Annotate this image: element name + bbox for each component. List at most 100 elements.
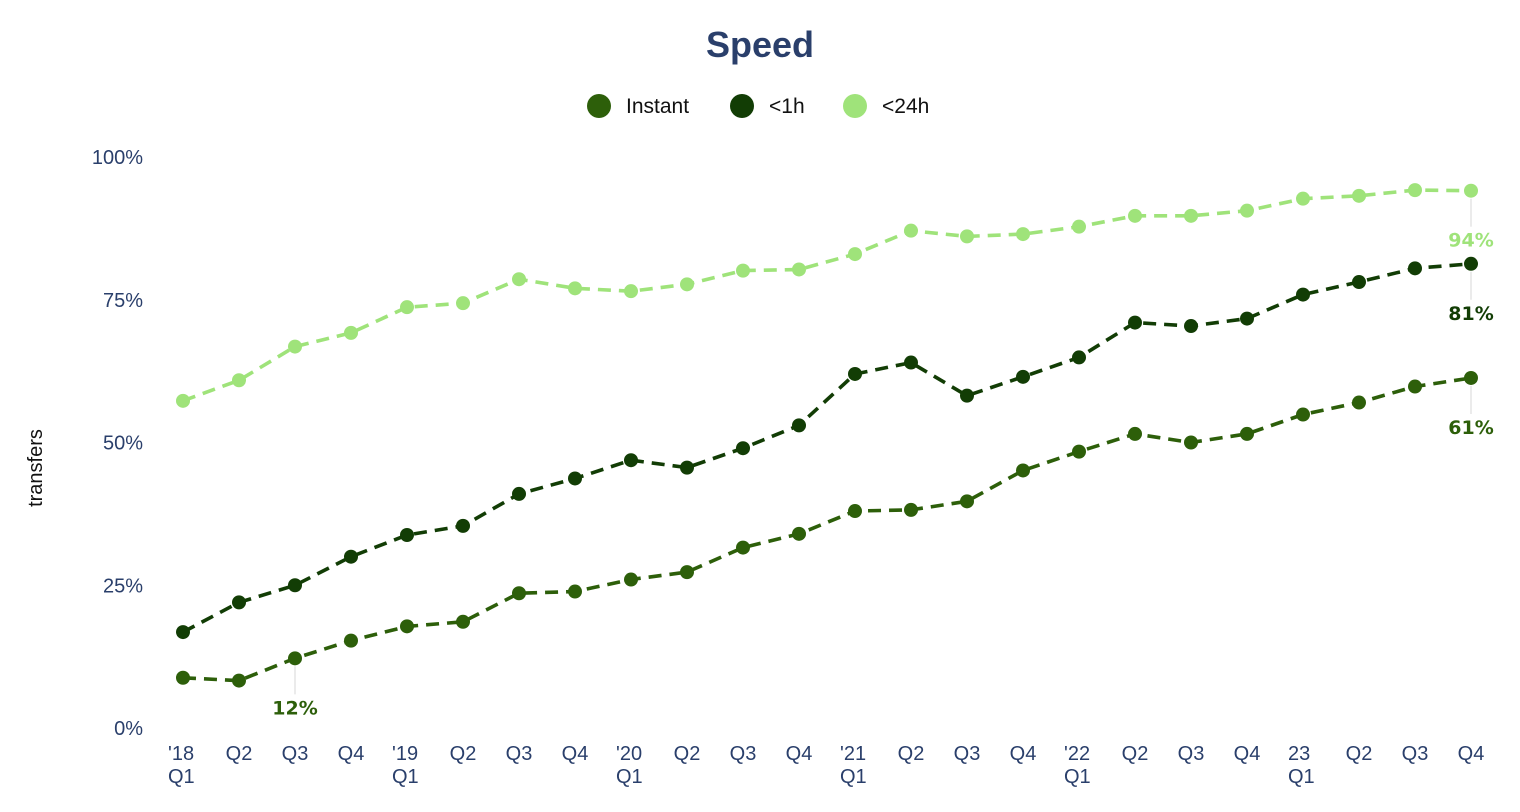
x-tick-label: '20 [616, 743, 642, 765]
data-point [344, 325, 358, 340]
data-label: 12% [272, 697, 317, 719]
x-tick-label: Q3 [954, 743, 981, 765]
data-point [456, 296, 470, 311]
data-point [400, 528, 414, 543]
legend-marker [730, 94, 754, 118]
data-point [344, 549, 358, 564]
data-point [1184, 208, 1198, 223]
data-point [456, 614, 470, 629]
data-point [176, 393, 190, 408]
x-tick-label: Q4 [1010, 743, 1037, 765]
data-point [288, 339, 302, 354]
y-tick-label: 100% [92, 147, 143, 169]
data-point [680, 460, 694, 475]
data-point [624, 284, 638, 299]
data-point [848, 247, 862, 262]
data-labels: 12% 61% 81% 94% [272, 230, 1493, 720]
data-point [1408, 183, 1422, 198]
annotation-connectors [294, 198, 1472, 695]
data-point [960, 388, 974, 403]
data-point [680, 565, 694, 580]
x-tick-label: Q2 [450, 743, 477, 765]
x-tick-label: Q4 [562, 743, 589, 765]
legend: Instant <1h <24h [587, 94, 929, 118]
data-point [1072, 444, 1086, 459]
data-point [1072, 350, 1086, 365]
data-point [1128, 315, 1142, 330]
data-point [624, 572, 638, 587]
data-point [288, 651, 302, 666]
series-line [182, 262, 1472, 634]
series-lines [182, 188, 1472, 683]
x-tick-label: 23 [1288, 743, 1310, 765]
data-point [232, 595, 246, 610]
x-tick-label: Q2 [1346, 743, 1373, 765]
x-tick-label: Q3 [506, 743, 533, 765]
data-point [904, 355, 918, 370]
series-line [182, 376, 1472, 683]
y-axis-ticks: 0% 25% 50% 75% 100% [92, 147, 143, 740]
data-point [1408, 261, 1422, 276]
data-point [1296, 191, 1310, 206]
data-point [1464, 370, 1478, 385]
x-tick-label: Q1 [840, 766, 867, 788]
data-point [680, 277, 694, 292]
y-tick-label: 50% [103, 433, 143, 455]
data-point [1352, 188, 1366, 203]
data-point [176, 670, 190, 685]
data-point [456, 518, 470, 533]
data-point [1184, 435, 1198, 450]
legend-marker [843, 94, 867, 118]
y-tick-label: 0% [114, 718, 143, 740]
data-point [512, 486, 526, 501]
data-point [736, 441, 750, 456]
data-point [736, 540, 750, 555]
x-tick-label: Q2 [898, 743, 925, 765]
data-point [288, 578, 302, 593]
data-point [1296, 287, 1310, 302]
data-point [176, 625, 190, 640]
x-tick-label: Q2 [226, 743, 253, 765]
x-tick-label: Q3 [282, 743, 309, 765]
data-point [344, 633, 358, 648]
data-point [1128, 426, 1142, 441]
data-point [1408, 379, 1422, 394]
data-point [792, 418, 806, 433]
data-point [904, 223, 918, 238]
y-axis-label: transfers [25, 429, 47, 507]
x-tick-label: '19 [392, 743, 418, 765]
x-tick-label: Q1 [392, 766, 419, 788]
x-tick-label: '21 [840, 743, 866, 765]
data-point [960, 494, 974, 509]
legend-marker [587, 94, 611, 118]
x-tick-label: Q3 [1402, 743, 1429, 765]
x-tick-label: Q1 [1288, 766, 1315, 788]
data-point [792, 526, 806, 541]
x-tick-label: Q3 [730, 743, 757, 765]
legend-label: Instant [626, 95, 689, 118]
data-point [400, 300, 414, 315]
data-point [904, 502, 918, 517]
data-point [624, 453, 638, 468]
data-point [1296, 407, 1310, 422]
data-point [1184, 319, 1198, 334]
x-tick-label: '22 [1064, 743, 1090, 765]
data-point [400, 619, 414, 634]
data-point [792, 262, 806, 277]
data-point [1240, 203, 1254, 218]
legend-label: <1h [769, 95, 805, 118]
data-label: 81% [1448, 303, 1493, 325]
data-point [568, 471, 582, 486]
data-point [232, 673, 246, 688]
data-point [1240, 426, 1254, 441]
data-point [1016, 227, 1030, 242]
series-line [182, 188, 1472, 403]
data-point [512, 272, 526, 287]
x-tick-label: Q3 [1178, 743, 1205, 765]
chart-title: Speed [706, 24, 814, 65]
data-point [736, 263, 750, 278]
data-label: 94% [1448, 230, 1493, 252]
data-point [960, 229, 974, 244]
